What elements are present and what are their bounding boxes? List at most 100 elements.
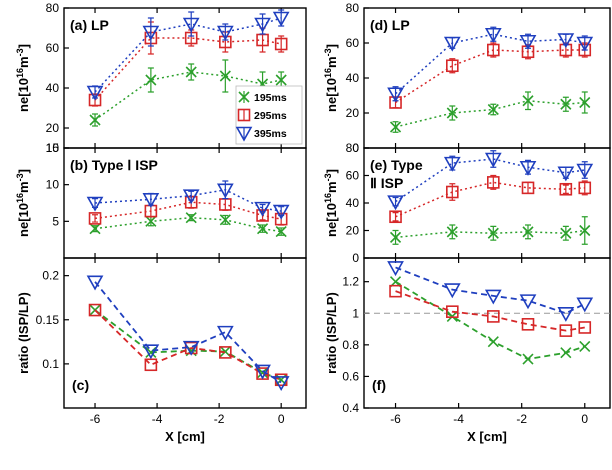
data-point: [274, 37, 288, 51]
error-bar: [147, 17, 154, 47]
panel-e: 0 20 40 60 80 ne[1016m-3] (e) Type Ⅱ ISP: [323, 141, 611, 265]
series-195ms: [89, 59, 287, 127]
x-tick-label: 0: [278, 412, 285, 426]
data-point: [389, 231, 402, 243]
series-line: [94, 309, 282, 381]
y-axis-label: ne[1016m-3]: [15, 169, 31, 237]
error-bar: [490, 42, 497, 58]
data-point: [185, 66, 197, 78]
data-point: [219, 70, 231, 82]
data-point: [557, 306, 575, 322]
y-tick-label: 1.2: [342, 275, 359, 289]
y-axis-label: ratio (ISP/LP): [324, 292, 339, 374]
axes-frame: [363, 257, 611, 409]
y-tick-label: 0.8: [342, 338, 359, 352]
x-tick-label: -6: [90, 412, 101, 426]
x-tick-label: -6: [390, 412, 401, 426]
data-point: [443, 283, 461, 299]
series-line: [94, 37, 282, 101]
panel-title: (e) Type: [370, 157, 423, 173]
y-tick-label: 0.1: [42, 357, 59, 371]
y-tick-label: 40: [46, 81, 60, 95]
data-point: [559, 324, 573, 337]
y-tick-label: 80: [346, 141, 360, 155]
data-point: [576, 36, 594, 52]
data-point: [579, 224, 591, 237]
series-line: [395, 266, 586, 315]
data-point: [559, 182, 573, 196]
axes-frame: [63, 257, 307, 409]
series-195ms: [89, 212, 287, 238]
panel-title: (a) LP: [70, 17, 109, 33]
series-line: [395, 290, 585, 332]
data-point: [487, 227, 499, 239]
data-point: [275, 226, 287, 238]
series-395ms: [387, 261, 594, 322]
data-point: [389, 210, 402, 224]
legend-marker: [237, 108, 251, 122]
error-bar: [392, 212, 399, 222]
y-tick-label: 40: [346, 71, 360, 85]
data-point: [254, 364, 271, 380]
data-point: [389, 121, 402, 133]
data-point: [487, 310, 500, 323]
series-line: [395, 49, 585, 104]
x-tick-label: -4: [152, 412, 163, 426]
data-point: [522, 226, 534, 238]
data-point: [521, 181, 535, 195]
data-point: [387, 261, 404, 277]
data-point: [142, 344, 160, 360]
y-tick-label: 0.15: [36, 313, 60, 327]
panel-f: 0.4 0.6 0.8 1 1.2 -6 -4 -2 0 X [cm] ratio (ISP/LP)…: [324, 257, 611, 444]
data-point: [89, 114, 101, 126]
data-point: [487, 336, 499, 348]
data-point: [484, 152, 502, 168]
series-195ms: [389, 91, 591, 133]
data-point: [256, 223, 269, 235]
x-axis-label: X [cm]: [165, 429, 205, 444]
data-point: [182, 17, 200, 33]
panel-title: (b) Type Ⅰ ISP: [70, 157, 158, 173]
data-point: [578, 181, 592, 195]
y-tick-label: 20: [46, 121, 60, 135]
data-point: [142, 25, 160, 41]
data-point: [519, 294, 537, 310]
error-bar: [222, 198, 229, 211]
data-point: [145, 74, 157, 86]
data-point: [145, 215, 157, 227]
data-point: [185, 212, 197, 224]
y-tick-label: 20: [346, 224, 360, 238]
y-tick-label: 0.2: [42, 269, 59, 283]
data-point: [487, 43, 500, 57]
data-point: [275, 74, 287, 86]
series-line: [94, 201, 282, 220]
series-295ms: [389, 284, 592, 337]
y-axis-label: ne[1016m-3]: [323, 44, 339, 112]
error-bar: [490, 174, 497, 190]
data-point: [216, 183, 234, 199]
y-tick-label: 60: [346, 169, 360, 183]
series-395ms: [86, 275, 290, 392]
data-point: [557, 166, 575, 182]
data-point: [216, 325, 234, 341]
data-point: [142, 193, 160, 208]
data-point: [578, 321, 592, 334]
legend-label: 195ms: [254, 92, 287, 104]
y-tick-label: 80: [346, 1, 360, 15]
data-point: [88, 303, 102, 317]
data-point: [521, 318, 535, 331]
data-point: [256, 367, 269, 379]
data-point: [86, 196, 104, 212]
data-point: [579, 96, 591, 109]
data-point: [272, 11, 290, 27]
series-line: [395, 181, 585, 218]
x-tick-label: -2: [516, 412, 527, 426]
y-tick-label: 0.4: [342, 401, 359, 415]
panel-title: (d) LP: [370, 17, 410, 33]
series-line: [94, 17, 282, 93]
y-tick-label: 80: [46, 1, 60, 15]
series-line: [94, 216, 282, 233]
y-tick-label: 40: [346, 196, 360, 210]
data-point: [88, 212, 102, 225]
